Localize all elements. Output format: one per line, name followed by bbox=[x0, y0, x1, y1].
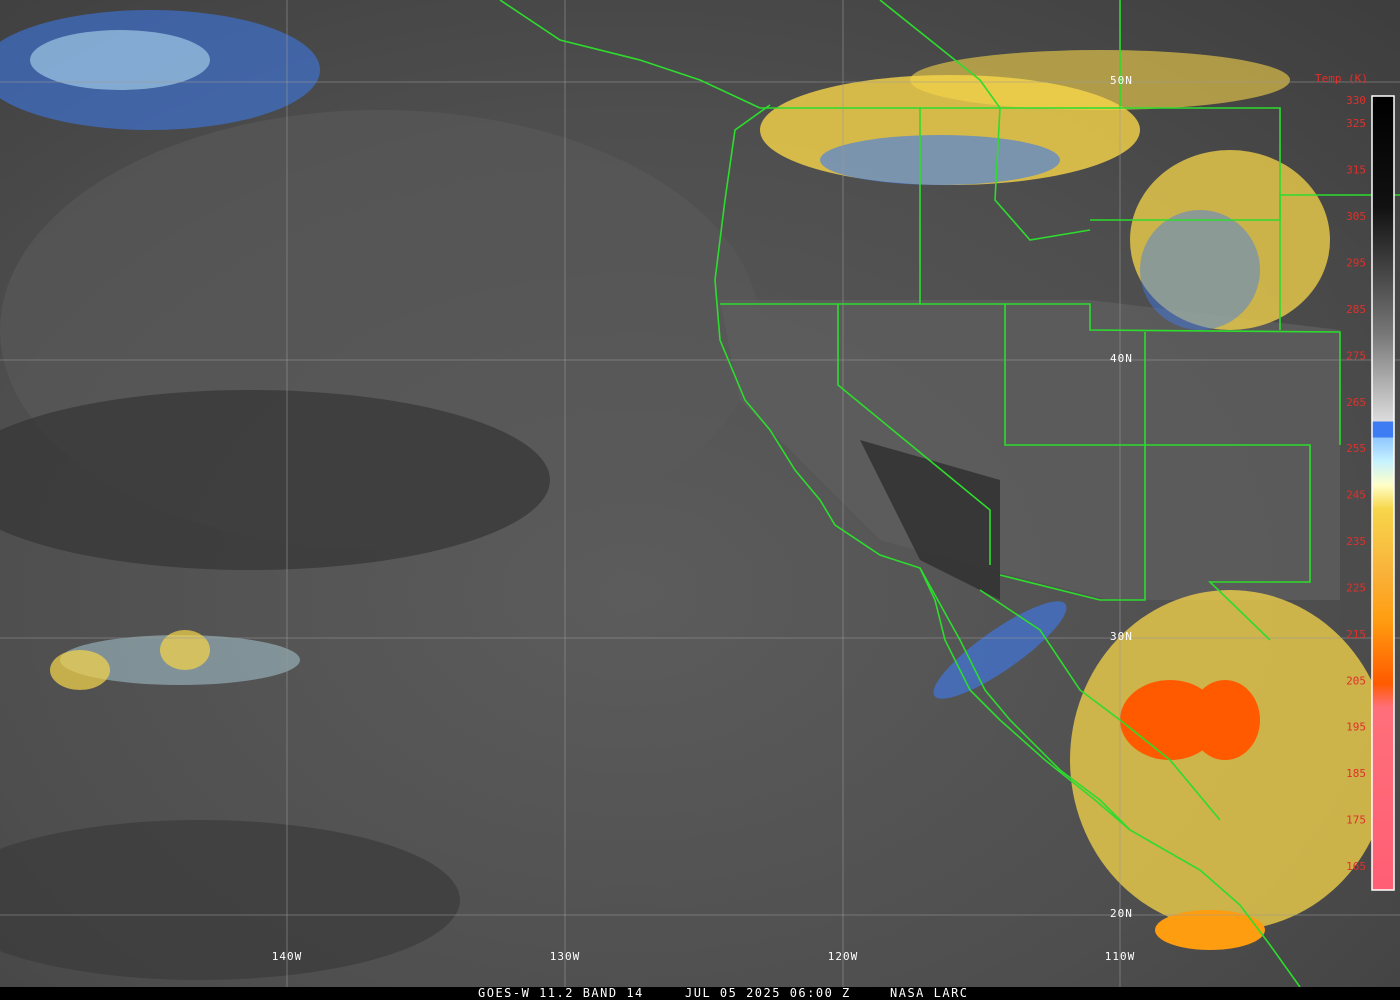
longitude-label: 110W bbox=[1105, 950, 1136, 963]
longitude-label: 130W bbox=[550, 950, 581, 963]
colorbar bbox=[1371, 95, 1395, 891]
colorbar-label: 265 bbox=[1346, 396, 1366, 409]
longitude-label: 140W bbox=[272, 950, 303, 963]
colorbar-label: 165 bbox=[1346, 860, 1366, 873]
colorbar-title: Temp (K) bbox=[1315, 72, 1368, 85]
colorbar-label: 185 bbox=[1346, 767, 1366, 780]
latitude-label: 20N bbox=[1110, 907, 1133, 920]
colorbar-label: 330 bbox=[1346, 94, 1366, 107]
latitude-label: 50N bbox=[1110, 74, 1133, 87]
colorbar-label: 175 bbox=[1346, 814, 1366, 827]
colorbar-label: 255 bbox=[1346, 442, 1366, 455]
colorbar-label: 235 bbox=[1346, 535, 1366, 548]
latitude-label: 40N bbox=[1110, 352, 1133, 365]
footer-bar bbox=[0, 987, 1400, 1000]
colorbar-label: 245 bbox=[1346, 489, 1366, 502]
footer-source: NASA LARC bbox=[890, 986, 969, 1000]
longitude-label: 120W bbox=[828, 950, 859, 963]
colorbar-label: 295 bbox=[1346, 256, 1366, 269]
colorbar-label: 275 bbox=[1346, 349, 1366, 362]
colorbar-label: 215 bbox=[1346, 628, 1366, 641]
colorbar-label: 285 bbox=[1346, 303, 1366, 316]
colorbar-label: 225 bbox=[1346, 581, 1366, 594]
imagery bbox=[0, 10, 1390, 980]
colorbar-label: 315 bbox=[1346, 164, 1366, 177]
colorbar-label: 205 bbox=[1346, 674, 1366, 687]
colorbar-label: 195 bbox=[1346, 721, 1366, 734]
colorbar-labels: 330 325 315 305 295 285 275 265 255 245 235 225 215 2… bbox=[1346, 94, 1366, 873]
footer-time: JUL 05 2025 06:00 Z bbox=[685, 986, 851, 1000]
colorbar-label: 305 bbox=[1346, 210, 1366, 223]
colorbar-label: 325 bbox=[1346, 117, 1366, 130]
latitude-labels: 50N 40N 30N 20N bbox=[1110, 74, 1133, 920]
boundaries bbox=[499, 0, 1400, 988]
footer-satellite: GOES-W 11.2 BAND 14 bbox=[478, 986, 644, 1000]
longitude-labels: 140W 130W 120W 110W bbox=[272, 950, 1136, 963]
latitude-label: 30N bbox=[1110, 630, 1133, 643]
